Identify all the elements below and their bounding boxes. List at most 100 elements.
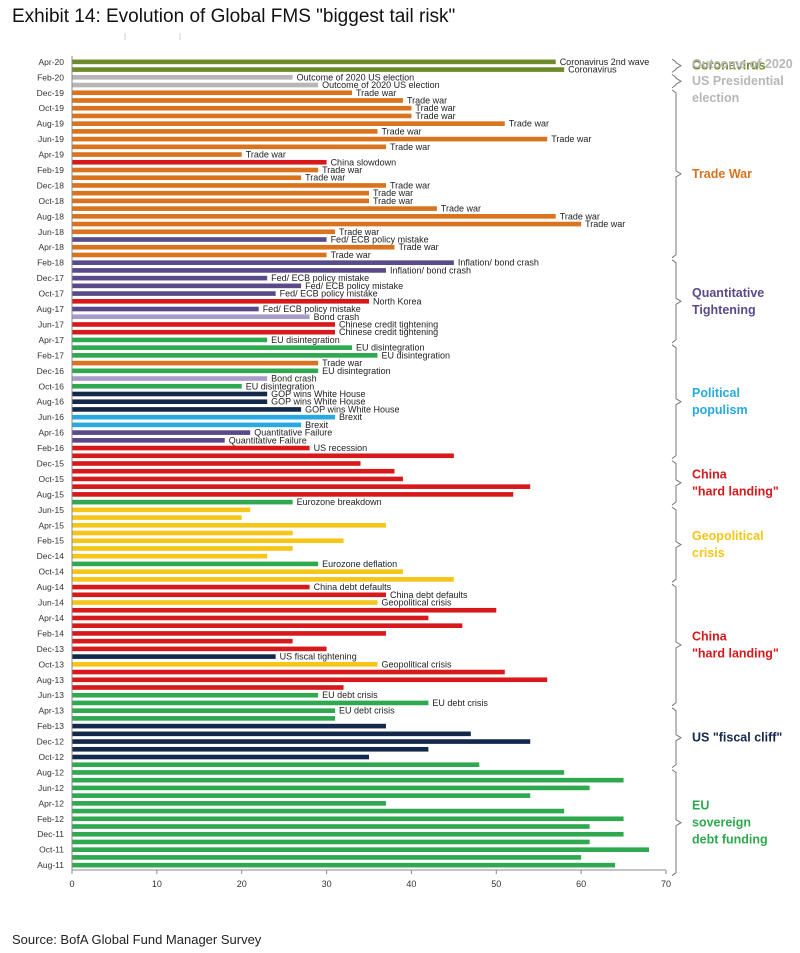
- bar: [72, 669, 505, 675]
- bar-label: Trade war: [551, 134, 591, 144]
- bar-label: Geopolitical crisis: [381, 659, 452, 669]
- y-tick-label: Jun-18: [38, 227, 64, 237]
- annotation-label: election: [692, 91, 739, 105]
- y-tick-label: Aug-17: [37, 304, 65, 314]
- bar: [72, 685, 344, 690]
- bar-label: Inflation/ bond crash: [390, 265, 471, 275]
- y-tick-label: Apr-16: [38, 428, 64, 438]
- bar: [72, 260, 454, 265]
- bar-label: Coronavirus: [568, 65, 617, 75]
- bar: [72, 553, 268, 559]
- y-tick-label: Dec-13: [37, 644, 65, 654]
- bar-label: Trade war: [339, 227, 379, 237]
- bar: [72, 847, 650, 852]
- annotation-label: Quantitative: [692, 286, 764, 300]
- bar: [72, 368, 319, 374]
- bar: [72, 600, 378, 605]
- x-tick-label: 50: [491, 879, 501, 889]
- bar-label: EU disintegration: [271, 335, 340, 345]
- y-tick-label: Feb-15: [37, 536, 64, 546]
- bar-label: Bond crash: [271, 374, 317, 384]
- y-tick-label: Apr-13: [38, 706, 64, 716]
- y-tick-label: Dec-19: [37, 88, 65, 98]
- bar: [72, 538, 344, 544]
- annotation-bracket: [671, 259, 682, 344]
- bar-label: Eurozone breakdown: [297, 497, 382, 507]
- bar-label: Trade war: [331, 250, 371, 260]
- bar-label: Fed/ ECB policy mistake: [263, 304, 361, 314]
- bar: [72, 476, 403, 482]
- bar: [72, 252, 327, 258]
- bar: [72, 113, 412, 119]
- y-tick-label: Feb-20: [37, 72, 64, 82]
- bar: [72, 144, 386, 150]
- y-tick-label: Jun-17: [38, 319, 64, 329]
- bar-label: Quantitative Failure: [254, 428, 332, 438]
- bar: [72, 74, 293, 80]
- x-tick-label: 10: [152, 879, 162, 889]
- bar-label: EU disintegration: [356, 343, 425, 353]
- bar-label: Chinese credit tightening: [339, 327, 438, 337]
- bar: [72, 816, 624, 822]
- annotation-label: crisis: [692, 546, 725, 560]
- bar-label: Inflation/ bond crash: [458, 258, 539, 268]
- y-tick-label: Apr-12: [38, 798, 64, 808]
- y-tick-label: Aug-14: [37, 582, 65, 592]
- bar: [72, 692, 319, 698]
- bar: [72, 770, 565, 775]
- bar: [72, 105, 412, 111]
- bar-label: GOP wins White House: [305, 404, 399, 414]
- bar: [72, 59, 556, 65]
- bar: [72, 430, 251, 435]
- bar: [72, 499, 293, 505]
- x-tick-label: 0: [69, 879, 74, 889]
- bars: [72, 59, 650, 868]
- bar-label: Trade war: [415, 103, 455, 113]
- bar: [72, 322, 336, 327]
- bar-label: Quantitative Failure: [229, 435, 307, 445]
- y-tick-label: Oct-19: [38, 103, 64, 113]
- bar: [72, 190, 369, 196]
- y-tick-label: Jun-12: [38, 783, 64, 793]
- y-tick-label: Dec-11: [37, 829, 64, 839]
- y-tick-label: Oct-14: [38, 567, 64, 577]
- bar-label: Trade war: [246, 150, 286, 160]
- bar: [72, 461, 361, 466]
- y-tick-label: Oct-18: [38, 196, 64, 206]
- y-tick-label: Jun-19: [38, 134, 64, 144]
- bar-label: Fed/ ECB policy mistake: [331, 235, 429, 245]
- bar-label: Trade war: [373, 196, 413, 206]
- annotation-bracket: [671, 506, 682, 583]
- bar: [72, 507, 251, 513]
- bar-label: Trade war: [585, 219, 625, 229]
- bar: [72, 607, 497, 613]
- y-tick-label: Jun-14: [38, 598, 64, 608]
- bar: [72, 631, 386, 636]
- annotation-label: China: [692, 467, 728, 481]
- bar: [72, 329, 336, 335]
- y-tick-label: Feb-14: [37, 628, 64, 638]
- y-tick-label: Oct-15: [38, 474, 64, 484]
- annotation-bracket: [671, 460, 682, 506]
- bar-label: Outcome of 2020 US election: [297, 72, 415, 82]
- bar-label: Trade war: [322, 358, 362, 368]
- bar-label: EU disintegration: [381, 350, 450, 360]
- bar: [72, 530, 293, 536]
- bar: [72, 754, 369, 760]
- bar-label: EU debt crisis: [432, 698, 488, 708]
- annotation-label: debt funding: [692, 833, 768, 847]
- bar: [72, 577, 454, 582]
- x-tick-label: 70: [661, 879, 671, 889]
- x-tick-label: 60: [576, 879, 586, 889]
- annotation-bracket: [671, 769, 682, 877]
- bar: [72, 492, 514, 497]
- y-tick-label: Dec-12: [37, 737, 65, 747]
- bar: [72, 708, 336, 713]
- y-tick-label: Apr-17: [38, 335, 64, 345]
- bar: [72, 67, 565, 72]
- bar: [72, 839, 590, 845]
- bar: [72, 515, 242, 520]
- bar: [72, 723, 386, 729]
- bar: [72, 306, 259, 312]
- bar-label: Trade war: [390, 180, 430, 190]
